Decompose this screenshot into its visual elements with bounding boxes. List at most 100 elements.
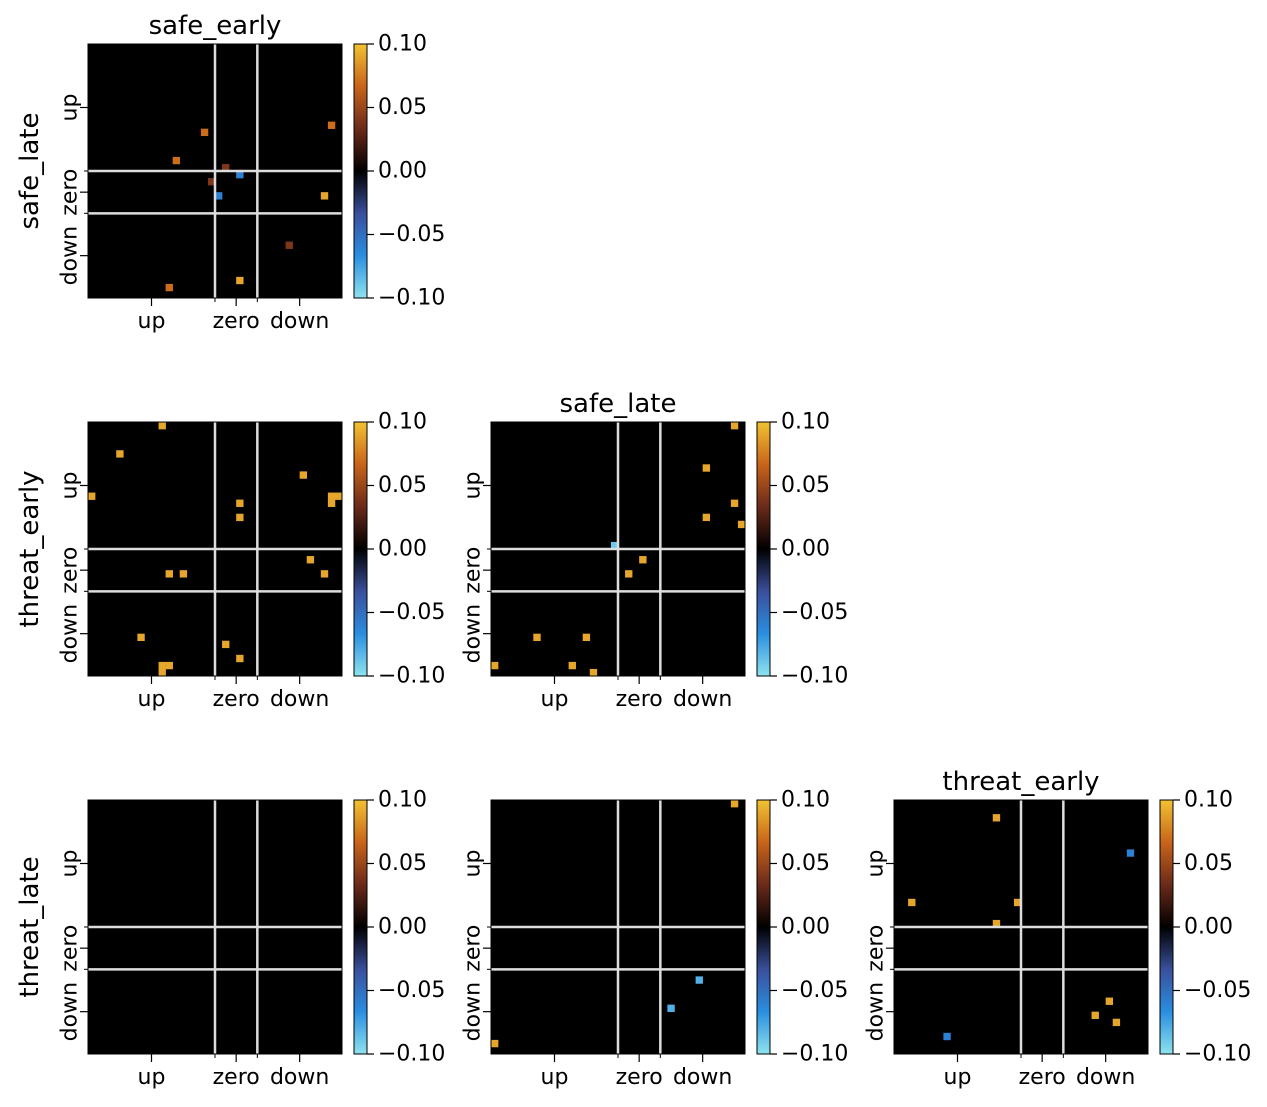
colorbar-tick-label: 0.00 bbox=[1184, 915, 1233, 940]
colorbar-tick-label: 0.00 bbox=[378, 915, 427, 940]
row-label: safe_late bbox=[15, 113, 45, 230]
heatmap-cell bbox=[334, 492, 343, 500]
heatmap-cell bbox=[236, 499, 244, 507]
colorbar-tick-label: 0.05 bbox=[378, 95, 427, 120]
heatmap-cell bbox=[737, 520, 746, 529]
colorbar bbox=[1159, 799, 1174, 1055]
y-tick-label: zero bbox=[461, 925, 486, 972]
panel-title: safe_late bbox=[560, 389, 677, 419]
heatmap-cell bbox=[568, 661, 576, 670]
colorbar bbox=[756, 799, 771, 1055]
colorbar-tick-label: −0.10 bbox=[781, 1042, 848, 1067]
heatmap-cell bbox=[533, 633, 541, 642]
heatmap-cell bbox=[730, 422, 739, 430]
heatmap-cell bbox=[610, 541, 619, 550]
y-tick-label: down bbox=[864, 982, 889, 1041]
heatmap-cell bbox=[695, 976, 703, 984]
heatmap-panel: up up zero zero down down 0.10 0.05 0.00 −0.05 −0.… bbox=[461, 788, 849, 1091]
heatmap-cell bbox=[172, 156, 181, 165]
colorbar-tick-label: 0.00 bbox=[378, 537, 427, 562]
x-tick-label: down bbox=[270, 309, 329, 334]
x-tick-label: up bbox=[138, 687, 166, 712]
colorbar-tick-label: 0.10 bbox=[378, 32, 427, 57]
colorbar-tick-label: −0.05 bbox=[781, 978, 848, 1003]
heatmap-cell bbox=[158, 661, 166, 670]
colorbar-tick-label: 0.10 bbox=[1184, 788, 1233, 813]
colorbar-tick-label: −0.05 bbox=[781, 600, 848, 625]
heatmap-cell bbox=[992, 814, 1001, 822]
y-tick-label: zero bbox=[58, 925, 83, 972]
heatmap-cell bbox=[992, 919, 1001, 928]
heatmap-cell bbox=[215, 192, 223, 200]
heatmap-cell bbox=[165, 661, 173, 670]
heatmap-cell bbox=[491, 1039, 499, 1048]
y-tick-label: down bbox=[58, 982, 83, 1041]
heatmap-cell bbox=[88, 492, 96, 500]
heatmap-cell bbox=[639, 556, 647, 564]
heatmap-cell bbox=[165, 570, 173, 578]
colorbar-tick-label: 0.05 bbox=[378, 851, 427, 876]
heatmap-cell bbox=[702, 513, 711, 522]
heatmap-cell bbox=[730, 800, 739, 808]
colorbar-tick-label: −0.10 bbox=[1184, 1042, 1251, 1067]
x-tick-label: zero bbox=[616, 1065, 663, 1090]
panel-title: safe_early bbox=[149, 11, 282, 41]
heatmap-cell bbox=[589, 668, 598, 677]
heatmap-cell bbox=[730, 499, 739, 507]
y-tick-label: up bbox=[58, 472, 83, 500]
y-tick-label: down bbox=[461, 982, 486, 1041]
colorbar-tick-label: 0.10 bbox=[378, 788, 427, 813]
heatmap-cell bbox=[200, 128, 209, 137]
x-tick-label: down bbox=[1076, 1065, 1135, 1090]
heatmap-cell bbox=[236, 171, 244, 179]
x-tick-label: zero bbox=[1019, 1065, 1066, 1090]
colorbar bbox=[353, 421, 368, 677]
heatmap-cell bbox=[582, 633, 591, 642]
colorbar-tick-label: −0.10 bbox=[378, 286, 445, 311]
heatmap-cell bbox=[158, 668, 166, 677]
x-tick-label: down bbox=[270, 1065, 329, 1090]
heatmap-panel: up up zero zero down down safe_early safe_late 0… bbox=[15, 11, 445, 334]
heatmap-cell bbox=[1013, 898, 1022, 907]
colorbar-tick-label: 0.05 bbox=[781, 851, 830, 876]
colorbar-tick-label: −0.05 bbox=[1184, 978, 1251, 1003]
heatmap-cell bbox=[236, 654, 244, 663]
x-tick-label: up bbox=[541, 1065, 569, 1090]
y-tick-label: zero bbox=[58, 547, 83, 594]
colorbar-tick-label: −0.10 bbox=[378, 1042, 445, 1067]
colorbar-tick-label: 0.05 bbox=[781, 473, 830, 498]
y-tick-label: down bbox=[58, 604, 83, 663]
heatmap-cell bbox=[236, 276, 244, 285]
heatmap-cell bbox=[667, 1004, 675, 1012]
heatmap-cell bbox=[222, 640, 230, 649]
heatmap-cell bbox=[1126, 849, 1135, 857]
row-label: threat_early bbox=[15, 470, 45, 627]
y-tick-label: up bbox=[461, 850, 486, 878]
heatmap-cell bbox=[1091, 1011, 1099, 1020]
colorbar bbox=[756, 421, 771, 677]
panel-title: threat_early bbox=[942, 767, 1099, 797]
heatmap-cell bbox=[327, 121, 336, 129]
y-tick-label: zero bbox=[864, 925, 889, 972]
heatmap-cell bbox=[137, 633, 145, 642]
heatmap-cell bbox=[158, 422, 166, 430]
x-tick-label: zero bbox=[213, 1065, 260, 1090]
colorbar-tick-label: 0.00 bbox=[781, 537, 830, 562]
colorbar-tick-label: 0.10 bbox=[781, 788, 830, 813]
x-tick-label: zero bbox=[213, 687, 260, 712]
colorbar-tick-label: 0.00 bbox=[781, 915, 830, 940]
heatmap-cell bbox=[491, 661, 499, 670]
colorbar bbox=[353, 43, 368, 299]
colorbar bbox=[353, 799, 368, 1055]
heatmap-cell bbox=[943, 1032, 951, 1041]
y-tick-label: down bbox=[461, 604, 486, 663]
heatmap-cell bbox=[320, 570, 329, 578]
y-tick-label: up bbox=[58, 850, 83, 878]
x-tick-label: down bbox=[270, 687, 329, 712]
heatmap-cell bbox=[327, 492, 336, 500]
colorbar-tick-label: −0.05 bbox=[378, 222, 445, 247]
colorbar-tick-label: 0.10 bbox=[378, 410, 427, 435]
heatmap-cell bbox=[179, 570, 188, 578]
y-tick-label: zero bbox=[58, 169, 83, 216]
colorbar-tick-label: −0.10 bbox=[781, 664, 848, 689]
